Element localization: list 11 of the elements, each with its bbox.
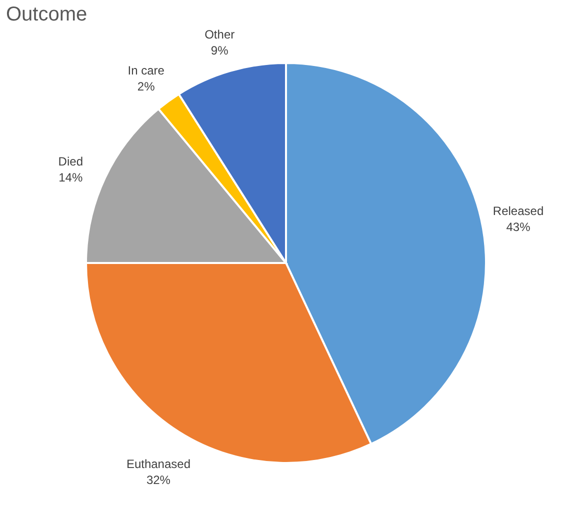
- slice-label: Died: [58, 154, 83, 169]
- data-label: 2%: [137, 79, 156, 94]
- data-label: 14%: [58, 170, 83, 185]
- slice-label: Other: [204, 27, 235, 42]
- slice-label: Released: [492, 204, 544, 218]
- data-label: 43%: [506, 220, 531, 234]
- chart-title: Outcome: [6, 3, 88, 26]
- data-label: 32%: [146, 472, 171, 487]
- data-label: 9%: [210, 43, 229, 58]
- slice-label: Euthanased: [126, 456, 191, 471]
- slice-label: In care: [128, 63, 165, 78]
